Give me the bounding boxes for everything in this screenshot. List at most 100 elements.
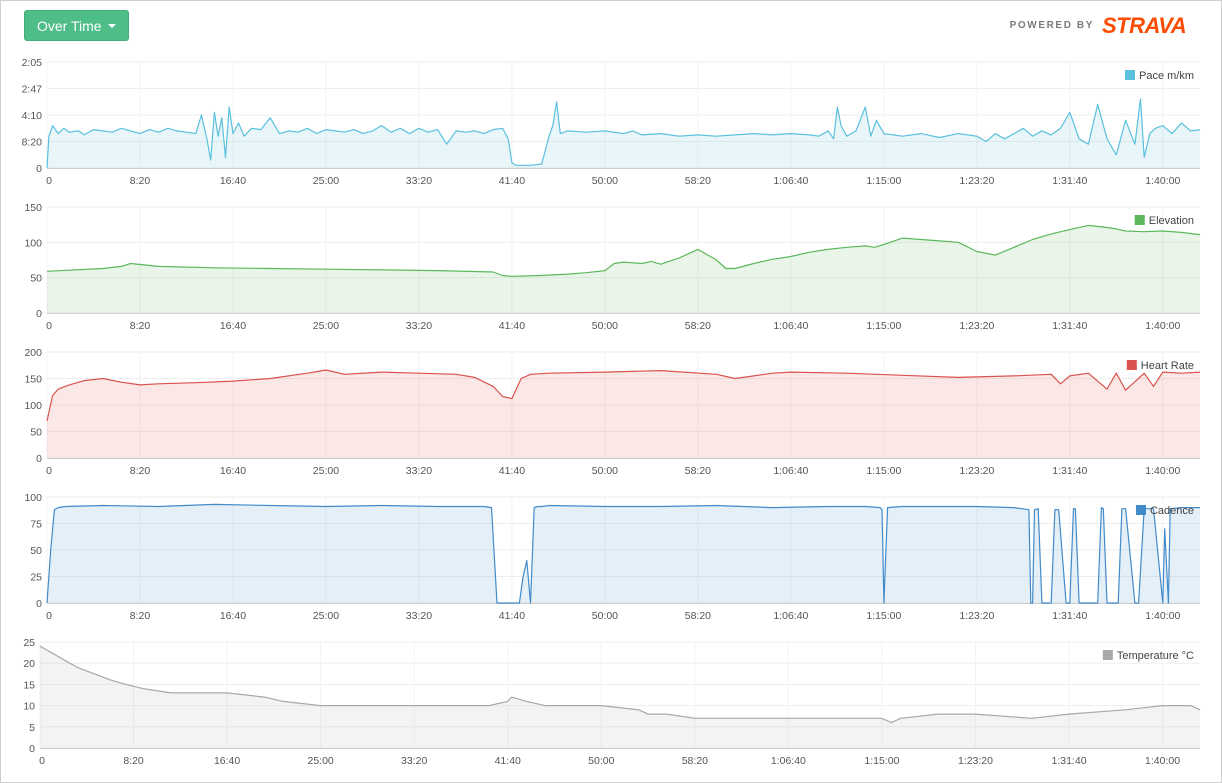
toolbar: Over Time — [24, 10, 129, 41]
heart-rate-x-tick-label: 1:40:00 — [1145, 465, 1180, 477]
cadence-series-line — [46, 503, 1200, 604]
pace-x-tick-label: 1:31:40 — [1052, 175, 1087, 187]
pace-x-tick-label: 50:00 — [592, 175, 618, 187]
elevation-x-tick-label: 1:23:20 — [959, 320, 994, 332]
pace-legend-label: Pace m/km — [1139, 70, 1194, 82]
temperature-y-tick-label: 25 — [23, 637, 35, 649]
temperature-x-tick-label: 41:40 — [495, 755, 521, 767]
cadence-x-tick-label: 1:40:00 — [1145, 610, 1180, 622]
cadence-x-tick-label: 1:31:40 — [1052, 610, 1087, 622]
heart-rate-y-tick-label: 150 — [24, 374, 42, 386]
cadence-x-tick-label: 33:20 — [406, 610, 432, 622]
cadence-x-tick-label: 16:40 — [220, 610, 246, 622]
temperature-y-tick-label: 5 — [29, 722, 35, 734]
cadence-x-tick-label: 0 — [46, 610, 52, 622]
pace-x-tick-label: 1:06:40 — [773, 175, 808, 187]
elevation-x-tick-label: 1:06:40 — [773, 320, 808, 332]
elevation-legend-swatch — [1134, 215, 1145, 225]
elevation-y-tick-label: 0 — [36, 308, 42, 320]
pace-x-tick-label: 1:15:00 — [866, 175, 901, 187]
pace-x-tick-label: 33:20 — [406, 175, 432, 187]
temperature-x-tick-label: 50:00 — [588, 755, 614, 767]
temperature-y-tick-label: 15 — [23, 679, 35, 691]
elevation-x-tick-label: 1:15:00 — [866, 320, 901, 332]
pace-x-tick-label: 1:40:00 — [1145, 175, 1180, 187]
heart-rate-y-tick-label: 100 — [24, 400, 42, 412]
heart-rate-x-tick-label: 0 — [46, 465, 52, 477]
pace-series-line — [46, 98, 1201, 169]
temperature-legend-swatch — [1102, 650, 1113, 660]
cadence-legend-label: Cadence — [1150, 505, 1194, 517]
brand: POWERED BY STRAVA — [1010, 14, 1198, 36]
view-mode-label: Over Time — [37, 17, 102, 34]
pace-y-tick-label: 2:05 — [22, 57, 43, 69]
elevation-area — [47, 225, 1200, 313]
view-mode-dropdown[interactable]: Over Time — [24, 10, 129, 41]
pace-y-tick-label: 8:20 — [22, 137, 43, 149]
elevation-x-tick-label: 0 — [46, 320, 52, 332]
temperature-x-tick-label: 16:40 — [214, 755, 240, 767]
pace-x-tick-label: 58:20 — [685, 175, 711, 187]
cadence-y-tick-label: 75 — [30, 519, 42, 531]
cadence-x-tick-label: 1:06:40 — [773, 610, 808, 622]
heart-rate-y-tick-label: 200 — [24, 347, 42, 359]
temperature-x-tick-label: 25:00 — [308, 755, 334, 767]
pace-x-tick-label: 8:20 — [130, 175, 151, 187]
heart-rate-area — [47, 370, 1200, 458]
elevation-x-tick-label: 41:40 — [499, 320, 525, 332]
heart-rate-legend-label: Heart Rate — [1141, 360, 1194, 372]
temperature-y-tick-label: 10 — [23, 701, 35, 713]
heart-rate-x-tick-label: 1:23:20 — [959, 465, 994, 477]
temperature-x-tick-label: 1:06:40 — [771, 755, 806, 767]
temperature-series-line — [39, 645, 1201, 724]
heart-rate-legend-swatch — [1126, 360, 1137, 370]
heart-rate-x-tick-label: 8:20 — [130, 465, 151, 477]
elevation-y-tick-label: 150 — [24, 202, 42, 214]
heart-rate-x-tick-label: 25:00 — [313, 465, 339, 477]
temperature-x-tick-label: 1:23:20 — [958, 755, 993, 767]
cadence-x-tick-label: 1:23:20 — [959, 610, 994, 622]
elevation-legend-label: Elevation — [1149, 215, 1194, 227]
heart-rate-x-tick-label: 58:20 — [685, 465, 711, 477]
pace-x-tick-label: 41:40 — [499, 175, 525, 187]
heart-rate-x-tick-label: 33:20 — [406, 465, 432, 477]
cadence-y-tick-label: 100 — [24, 492, 42, 504]
elevation-x-tick-label: 25:00 — [313, 320, 339, 332]
elevation-series-line — [46, 224, 1201, 277]
temperature-legend-label: Temperature °C — [1117, 650, 1194, 662]
elevation-x-tick-label: 16:40 — [220, 320, 246, 332]
elevation-x-tick-label: 1:40:00 — [1145, 320, 1180, 332]
pace-x-tick-label: 25:00 — [313, 175, 339, 187]
cadence-legend-swatch — [1135, 505, 1146, 515]
heart-rate-x-tick-label: 1:06:40 — [773, 465, 808, 477]
temperature-y-tick-label: 20 — [23, 658, 35, 670]
powered-by-text: POWERED BY — [1009, 19, 1094, 31]
pace-area — [47, 99, 1200, 168]
strava-logo: STRAVA — [1102, 14, 1187, 36]
elevation-x-tick-label: 33:20 — [406, 320, 432, 332]
pace-x-tick-label: 16:40 — [220, 175, 246, 187]
temperature-x-tick-label: 58:20 — [682, 755, 708, 767]
cadence-x-tick-label: 58:20 — [685, 610, 711, 622]
heart-rate-series-line — [46, 369, 1201, 422]
temperature-x-tick-label: 33:20 — [401, 755, 427, 767]
cadence-y-tick-label: 0 — [36, 598, 42, 610]
heart-rate-x-tick-label: 50:00 — [592, 465, 618, 477]
cadence-x-tick-label: 50:00 — [592, 610, 618, 622]
cadence-x-tick-label: 1:15:00 — [866, 610, 901, 622]
caret-down-icon — [107, 24, 116, 28]
elevation-x-tick-label: 8:20 — [130, 320, 151, 332]
pace-y-tick-label: 2:47 — [22, 84, 43, 96]
elevation-y-tick-label: 100 — [24, 237, 42, 249]
cadence-y-tick-label: 25 — [30, 572, 42, 584]
elevation-x-tick-label: 58:20 — [685, 320, 711, 332]
cadence-x-tick-label: 8:20 — [130, 610, 151, 622]
cadence-x-tick-label: 25:00 — [313, 610, 339, 622]
pace-x-tick-label: 0 — [46, 175, 52, 187]
pace-x-tick-label: 1:23:20 — [959, 175, 994, 187]
heart-rate-x-tick-label: 41:40 — [499, 465, 525, 477]
pace-legend-swatch — [1124, 70, 1135, 80]
cadence-area — [47, 504, 1200, 603]
cadence-y-tick-label: 50 — [30, 545, 42, 557]
